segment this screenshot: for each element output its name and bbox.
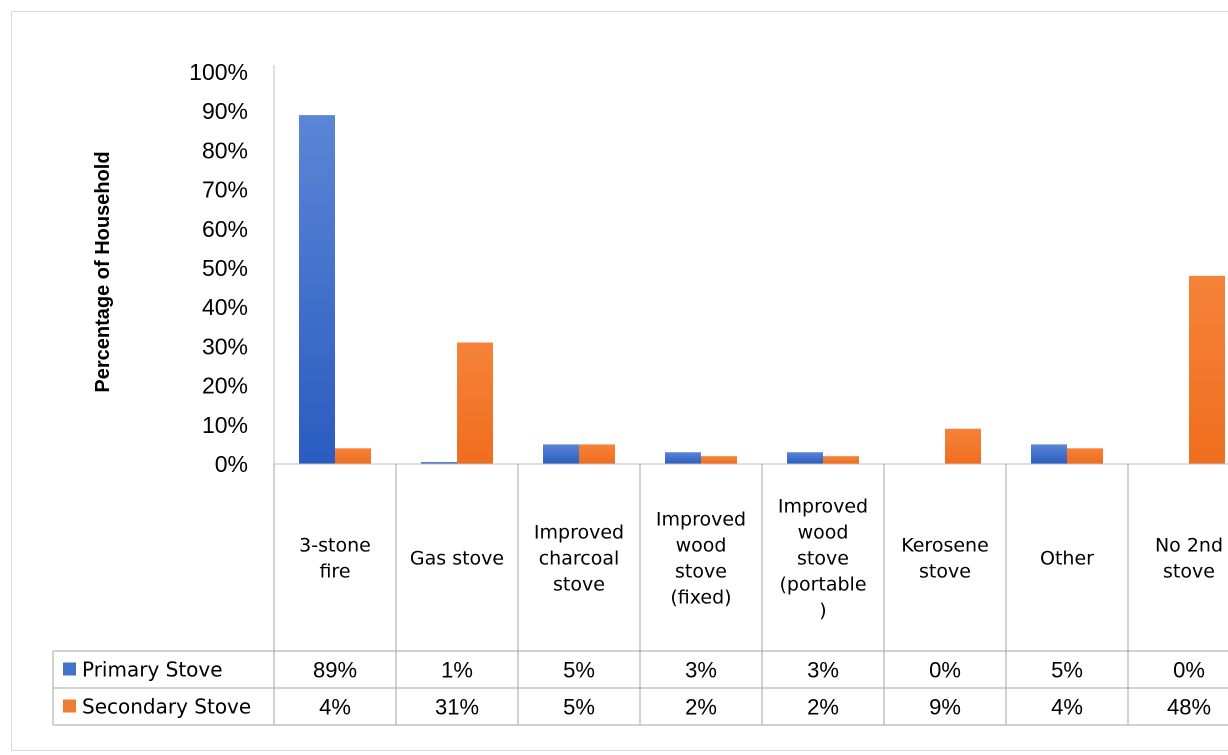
data-label: 9% <box>929 695 961 720</box>
data-label: 2% <box>807 695 839 720</box>
y-tick-label: 100% <box>189 59 248 85</box>
y-tick-label: 40% <box>202 294 248 320</box>
y-tick-label: 60% <box>202 216 248 242</box>
y-tick-label: 50% <box>202 255 248 281</box>
data-label: 31% <box>435 695 479 720</box>
y-tick-label: 10% <box>202 412 248 438</box>
bar-secondary-1 <box>457 342 493 464</box>
data-label: 89% <box>313 658 357 683</box>
bar-secondary-3 <box>701 456 737 464</box>
data-label: 4% <box>1051 695 1083 720</box>
legend-label: Secondary Stove <box>82 695 251 719</box>
bars <box>299 115 1225 465</box>
bar-secondary-0 <box>335 448 371 464</box>
y-tick-label: 0% <box>215 451 248 477</box>
category-label: 3-stone fire <box>299 535 371 583</box>
data-label: 0% <box>929 658 961 683</box>
data-label: 5% <box>563 658 595 683</box>
data-table: 3-stone fire Gas stove Improved charcoal stov… <box>52 464 1228 726</box>
y-tick-label: 80% <box>202 137 248 163</box>
data-label: 5% <box>1051 658 1083 683</box>
data-label: 5% <box>563 695 595 720</box>
data-label: 3% <box>685 658 717 683</box>
legend-label: Primary Stove <box>82 658 223 682</box>
chart-frame <box>11 11 1228 751</box>
bar-secondary-4 <box>823 456 859 464</box>
category-label: Gas stove <box>410 548 504 570</box>
y-tick-label: 30% <box>202 333 248 359</box>
bar-secondary-2 <box>579 444 615 464</box>
category-label: Kerosene stove <box>901 535 989 583</box>
bar-secondary-6 <box>1067 448 1103 464</box>
bar-primary-2 <box>543 444 579 464</box>
category-label: Improved wood stove (fixed) <box>656 509 746 609</box>
bar-primary-3 <box>665 452 701 464</box>
data-label: 1% <box>441 658 473 683</box>
category-label: Improved wood stove (portable) <box>778 496 868 622</box>
bar-primary-1 <box>421 462 457 464</box>
category-label: Improved charcoal stove <box>534 522 624 596</box>
data-label: 3% <box>807 658 839 683</box>
data-label: 4% <box>319 695 351 720</box>
bar-primary-4 <box>787 452 823 464</box>
legend-swatch-secondary <box>63 699 76 713</box>
data-label: 48% <box>1167 695 1211 720</box>
data-label: 0% <box>1173 658 1205 683</box>
bar-primary-6 <box>1031 444 1067 464</box>
bar-secondary-5 <box>945 428 981 464</box>
y-axis-label: Percentage of Household <box>92 151 114 392</box>
y-tick-label: 20% <box>202 373 248 399</box>
y-tick-label: 90% <box>202 98 248 124</box>
data-label: 2% <box>685 695 717 720</box>
y-axis-ticks: 0% 10% 20% 30% 40% 50% 60% 70% 80% 90% 100% <box>189 59 248 477</box>
y-tick-label: 70% <box>202 177 248 203</box>
category-label: No 2nd stove <box>1155 535 1223 583</box>
legend-swatch-primary <box>63 662 76 676</box>
bar-primary-0 <box>299 115 335 465</box>
category-label: Other <box>1040 548 1094 570</box>
bar-secondary-7 <box>1189 275 1225 464</box>
